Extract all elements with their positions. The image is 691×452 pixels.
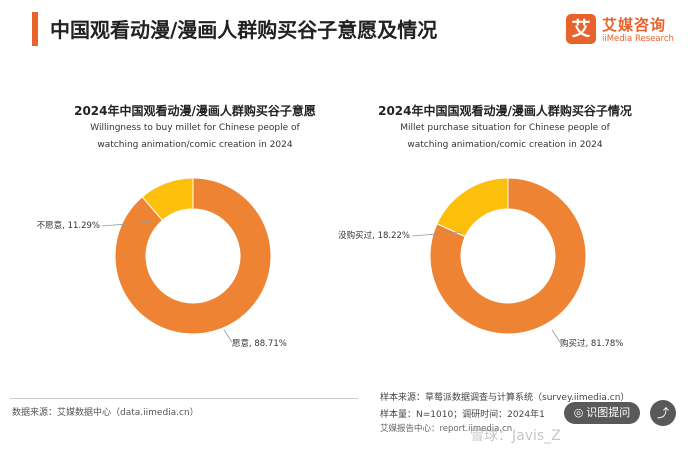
- share-icon: ⤴: [656, 406, 669, 420]
- chart-1-leader-1: [223, 329, 233, 343]
- chart-2-slice-1: [429, 177, 587, 335]
- chart-1-data-label-1: 愿意, 88.71%: [232, 338, 287, 349]
- chart-1-slice-1: [114, 177, 272, 335]
- chart-2-title: 2024年中国国观看动漫/漫画人群购买谷子情况: [378, 104, 632, 118]
- page-title: 中国观看动漫/漫画人群购买谷子意愿及情况: [50, 18, 438, 42]
- footer-divider: [10, 398, 358, 399]
- chart-2-data-label-1: 购买过, 81.78%: [560, 338, 623, 349]
- sample-source: 样本来源：草莓派数据调查与计算系统（survey.iimedia.cn）: [380, 393, 630, 403]
- share-button[interactable]: ⤴: [650, 400, 676, 426]
- ocr-ask-label: 识图提问: [586, 406, 631, 419]
- chart-2-subtitle-line1: Millet purchase situation for Chinese pe…: [400, 123, 610, 133]
- chart-2-leader-2: [411, 231, 463, 237]
- logo-mark: [566, 14, 596, 44]
- watermark: 雪球：Javis_Z: [470, 428, 561, 444]
- chart-2-slice-2: [436, 177, 509, 238]
- logo-name-en: iiMedia Research: [602, 34, 674, 44]
- logo-glyph: 艾: [571, 18, 591, 40]
- ocr-ask-button[interactable]: ◎ 识图提问: [564, 402, 640, 424]
- camera-icon: ◎: [573, 406, 584, 419]
- chart-1-title: 2024年中国观看动漫/漫画人群购买谷子意愿: [74, 104, 316, 118]
- iimedia-logo: 艾 艾媒咨询 iiMedia Research: [566, 14, 686, 50]
- chart-1-subtitle-line2: watching animation/comic creation in 202…: [97, 140, 293, 150]
- title-accent-bar: [32, 12, 38, 46]
- chart-2-data-label-2: 没购买过, 18.22%: [338, 230, 410, 241]
- chart-1-slice-2: [141, 177, 194, 222]
- chart-1-data-label-2: 不愿意, 11.29%: [37, 220, 100, 231]
- chart-2-subtitle: Millet purchase situation for Chinese pe…: [355, 120, 655, 154]
- chart-1-subtitle: Willingness to buy millet for Chinese pe…: [45, 120, 345, 154]
- data-source: 数据来源：艾媒数据中心（data.iimedia.cn）: [12, 408, 199, 418]
- logo-name-cn: 艾媒咨询: [602, 16, 667, 34]
- chart-1-subtitle-line1: Willingness to buy millet for Chinese pe…: [90, 123, 300, 133]
- chart-1-leader-2: [101, 221, 153, 227]
- report-center: 艾媒报告中心：report.iimedia.cn: [380, 424, 513, 434]
- chart-2-leader-1: [551, 329, 561, 343]
- sample-size: 样本量：N=1010；调研时间：2024年1: [380, 410, 545, 420]
- header: 中国观看动漫/漫画人群购买谷子意愿及情况 艾 艾媒咨询 iiMedia Rese…: [0, 0, 691, 58]
- chart-2-subtitle-line2: watching animation/comic creation in 202…: [407, 140, 603, 150]
